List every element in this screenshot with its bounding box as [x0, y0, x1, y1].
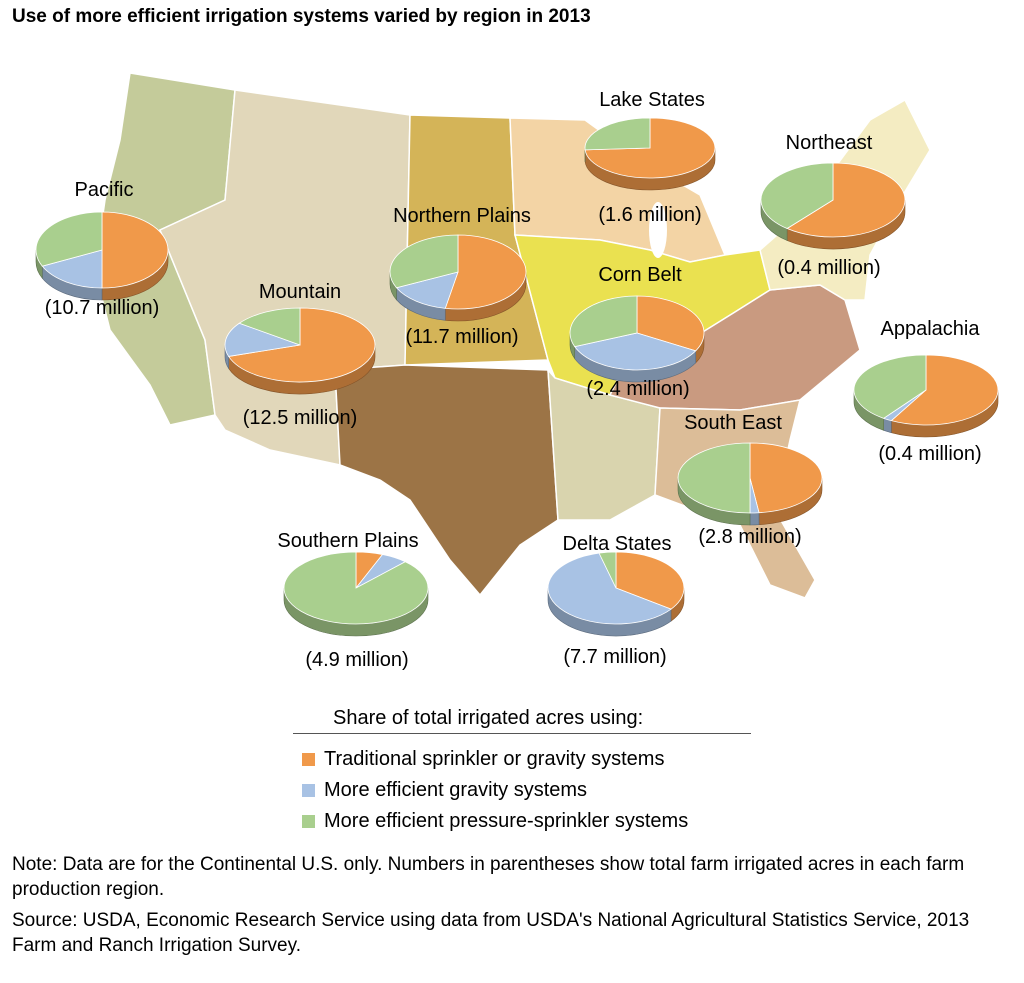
region-labels: Pacific (10.7 million) Mountain (12.5 milli…: [45, 89, 982, 671]
region-total-corn-belt: (2.4 million): [586, 378, 689, 400]
pie-slice-delta-states-efficient-pressure: [598, 551, 617, 589]
pie-slice-northern-plains-efficient-gravity: [395, 271, 459, 309]
legend-label-traditional: Traditional sprinkler or gravity systems: [324, 748, 665, 770]
region-label-lake-states: Lake States: [599, 89, 705, 111]
pie-side-south-east-efficient-gravity: [749, 512, 760, 526]
region-label-delta-states: Delta States: [563, 533, 672, 555]
region-total-appalachia: (0.4 million): [878, 443, 981, 465]
pie-slice-northeast-efficient-pressure: [760, 162, 834, 229]
pie-slice-delta-states-traditional: [615, 551, 685, 610]
pie-southern-plains: [283, 551, 429, 637]
region-total-northern-plains: (11.7 million): [406, 326, 519, 348]
pie-south-east: [677, 442, 823, 526]
pie-slice-corn-belt-efficient-gravity: [574, 332, 697, 371]
region-label-mountain: Mountain: [259, 281, 341, 303]
lake-michigan: [649, 202, 667, 258]
legend-item-efficient-pressure: More efficient pressure-sprinkler system…: [302, 810, 688, 833]
pie-slice-southern-plains-efficient-pressure: [283, 551, 429, 625]
region-total-pacific: (10.7 million): [45, 297, 159, 319]
legend-swatch-efficient-pressure: [302, 815, 315, 828]
pie-slice-pacific-efficient-pressure: [35, 211, 103, 267]
legend-item-traditional: Traditional sprinkler or gravity systems: [302, 748, 664, 771]
chart-title: Use of more efficient irrigation systems…: [12, 6, 591, 27]
pie-slice-south-east-efficient-pressure: [677, 442, 751, 514]
pie-slice-corn-belt-traditional: [636, 295, 705, 352]
pie-appalachia: [853, 354, 999, 438]
legend-label-efficient-gravity: More efficient gravity systems: [324, 779, 588, 801]
pie-slice-mountain-traditional: [227, 307, 376, 383]
pie-corn-belt: [569, 295, 705, 383]
region-total-south-east: (2.8 million): [698, 526, 801, 548]
region-label-appalachia: Appalachia: [881, 318, 981, 340]
region-label-corn-belt: Corn Belt: [598, 264, 682, 286]
region-label-northern-plains: Northern Plains: [393, 205, 531, 227]
pie-northeast: [760, 162, 906, 250]
pie-lake-states: [584, 117, 716, 191]
pie-slice-mountain-efficient-gravity: [224, 322, 301, 357]
region-label-south-east: South East: [684, 412, 782, 434]
pie-slice-mountain-efficient-pressure: [238, 307, 301, 346]
pie-slice-delta-states-efficient-gravity: [547, 552, 672, 625]
pie-slice-northern-plains-efficient-pressure: [389, 234, 459, 289]
legend-heading: Share of total irrigated acres using:: [333, 707, 644, 729]
chart-note: Note: Data are for the Continental U.S. …: [12, 854, 965, 900]
legend-divider: [293, 733, 751, 734]
pie-slice-corn-belt-efficient-pressure: [569, 295, 638, 348]
pie-mountain: [224, 307, 376, 395]
region-total-northeast: (0.4 million): [777, 257, 880, 279]
pie-delta-states: [547, 551, 685, 637]
pie-slice-south-east-traditional: [749, 442, 823, 514]
pie-slice-northeast-traditional: [786, 162, 906, 238]
pie-slice-appalachia-efficient-pressure: [853, 354, 927, 419]
legend-swatch-efficient-gravity: [302, 784, 315, 797]
legend-item-efficient-gravity: More efficient gravity systems: [302, 779, 587, 802]
pie-slice-lake-states-efficient-pressure: [584, 117, 651, 151]
us-region-map: Pacific (10.7 million) Mountain (12.5 milli…: [35, 72, 999, 671]
pie-northern-plains: [389, 234, 527, 322]
region-label-pacific: Pacific: [75, 179, 134, 201]
region-total-southern-plains: (4.9 million): [305, 649, 408, 671]
pie-slice-northern-plains-traditional: [444, 234, 527, 310]
pie-slice-appalachia-traditional: [890, 354, 999, 426]
pie-slice-pacific-efficient-gravity: [41, 249, 103, 289]
legend-label-efficient-pressure: More efficient pressure-sprinkler system…: [324, 810, 689, 832]
region-total-lake-states: (1.6 million): [598, 204, 701, 226]
pie-pacific: [35, 211, 169, 301]
chart-source: Source: USDA, Economic Research Service …: [12, 910, 970, 956]
region-label-northeast: Northeast: [786, 132, 873, 154]
region-total-mountain: (12.5 million): [243, 407, 357, 429]
region-label-southern-plains: Southern Plains: [277, 530, 418, 552]
region-total-delta-states: (7.7 million): [563, 646, 666, 668]
legend-swatch-traditional: [302, 753, 315, 766]
pie-slice-pacific-traditional: [101, 211, 169, 289]
region-pie-charts: [35, 117, 999, 637]
